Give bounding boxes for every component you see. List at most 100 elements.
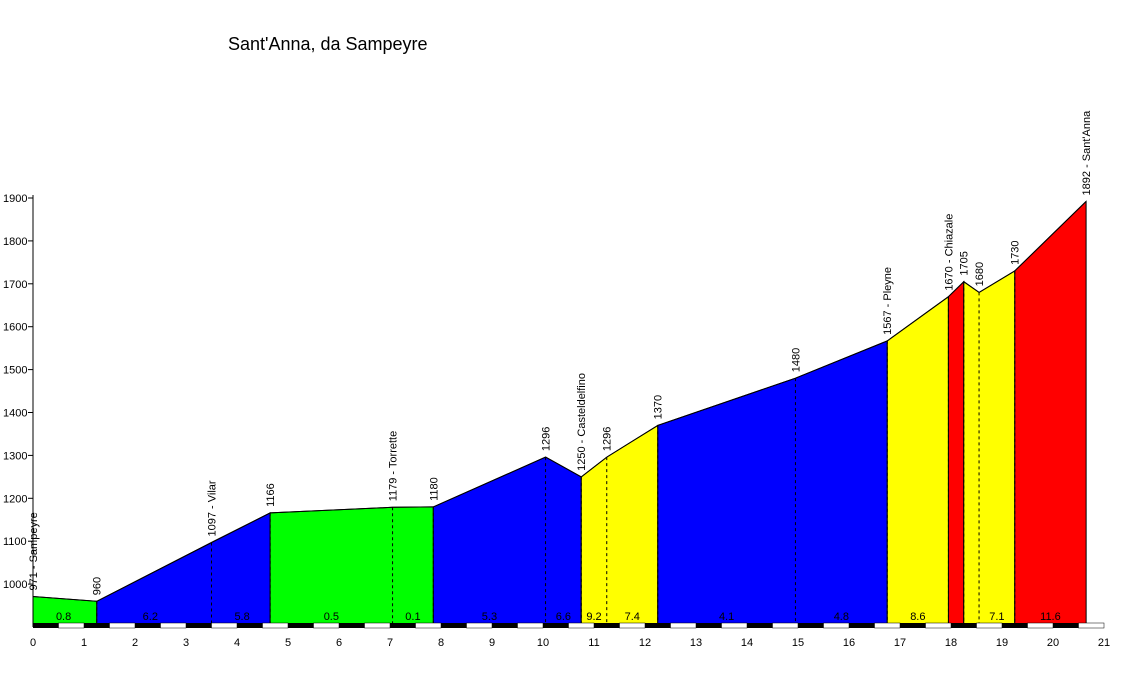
y-tick-label: 1900 [3, 193, 27, 205]
point-label: 1097 - Vilar [207, 480, 219, 536]
x-tick-label: 9 [489, 637, 495, 649]
distance-bar-black [492, 623, 518, 628]
distance-bar-black [339, 623, 365, 628]
distance-bar-black [237, 623, 263, 628]
point-label: 1180 [428, 477, 440, 501]
gradient-label: 5.3 [482, 611, 497, 623]
x-tick-label: 4 [234, 637, 240, 649]
chart-title: Sant'Anna, da Sampeyre [228, 34, 428, 54]
gradient-label: 0.8 [56, 611, 71, 623]
distance-bar-black [1002, 623, 1028, 628]
profile-fill-layer [32, 200, 1087, 626]
y-tick-label: 1300 [3, 450, 27, 462]
distance-bar-black [849, 623, 875, 628]
profile-segment-8 [963, 270, 1016, 626]
x-tick-label: 14 [741, 637, 753, 649]
point-label: 1680 [974, 262, 986, 286]
distance-bar-black [747, 623, 773, 628]
profile-segment-4 [580, 424, 659, 626]
distance-bar-black [135, 623, 161, 628]
distance-bar-white [1078, 622, 1105, 629]
gradient-label: 4.8 [834, 611, 849, 623]
distance-bar-white [262, 622, 289, 629]
distance-bar-black [84, 623, 110, 628]
distance-bar-white [874, 622, 901, 629]
x-tick-label: 6 [336, 637, 342, 649]
distance-bar-white [364, 622, 391, 629]
distance-bar-white [517, 622, 544, 629]
x-tick-label: 13 [690, 637, 702, 649]
gradient-label: 7.4 [625, 611, 640, 623]
distance-bar-black [645, 623, 671, 628]
axes-layer: 1000110012001300140015001600170018001900… [3, 193, 1110, 649]
distance-bar-white [619, 622, 646, 629]
distance-bar-black [798, 623, 824, 628]
point-label-layer: 971 - Sampeyre 960 1097 - Vilar 1166 1179 - … [28, 110, 1093, 595]
distance-bar-white [466, 622, 493, 629]
x-tick-label: 10 [537, 637, 549, 649]
point-dropline-layer [96, 270, 1016, 625]
gradient-label: 0.5 [324, 611, 339, 623]
y-tick-label: 1600 [3, 322, 27, 334]
gradient-label: 11.6 [1040, 611, 1061, 623]
x-tick-label: 15 [792, 637, 804, 649]
point-label: 1166 [265, 483, 277, 507]
distance-bar-white [211, 622, 238, 629]
x-tick-label: 19 [996, 637, 1008, 649]
point-label: 1296 [602, 427, 614, 451]
y-tick-label: 1800 [3, 236, 27, 248]
point-label: 1892 - Sant'Anna [1081, 110, 1093, 196]
gradient-label: 6.2 [143, 611, 158, 623]
distance-bar-white [109, 622, 136, 629]
distance-bar-white [925, 622, 952, 629]
x-tick-label: 8 [438, 637, 444, 649]
x-tick-label: 16 [843, 637, 855, 649]
distance-bar-white [568, 622, 595, 629]
distance-bar-white [58, 622, 85, 629]
distance-bar-black [696, 623, 722, 628]
point-label: 1705 [959, 251, 971, 275]
distance-bar-black [33, 623, 59, 628]
x-tick-label: 3 [183, 637, 189, 649]
distance-bar-white [415, 622, 442, 629]
gradient-label: 4.1 [719, 611, 734, 623]
distance-bar-black [594, 623, 620, 628]
point-label: 1296 [541, 427, 553, 451]
distance-bar-white [721, 622, 748, 629]
profile-segment-5 [657, 340, 888, 626]
point-label: 1250 - Casteldelfino [576, 373, 588, 471]
distance-bar-white [670, 622, 697, 629]
y-tick-label: 1400 [3, 408, 27, 420]
distance-bar-black [390, 623, 416, 628]
distance-bar-layer [33, 622, 1105, 629]
distance-bar-white [823, 622, 850, 629]
point-label: 1670 - Chiazale [943, 214, 955, 291]
distance-bar-black [543, 623, 569, 628]
gradient-label-layer: 0.8 6.2 5.8 0.5 0.1 5.3 6.6 9.2 7.4 4.1 4.8 8.6 7.1 1… [56, 611, 1061, 623]
y-tick-label: 1100 [3, 536, 27, 548]
distance-bar-black [900, 623, 926, 628]
x-tick-label: 5 [285, 637, 291, 649]
profile-outline [32, 201, 1087, 602]
distance-bar-black [441, 623, 467, 628]
gradient-label: 0.1 [405, 611, 420, 623]
profile-segment-3 [432, 456, 582, 626]
x-tick-label: 2 [132, 637, 138, 649]
distance-bar-black [1053, 623, 1079, 628]
x-tick-label: 18 [945, 637, 957, 649]
gradient-label: 6.6 [556, 611, 571, 623]
x-tick-label: 0 [30, 637, 36, 649]
point-label: 1179 - Torrette [388, 431, 400, 502]
distance-bar-black [186, 623, 212, 628]
gradient-label: 9.2 [586, 611, 601, 623]
gradient-label: 5.8 [234, 611, 249, 623]
y-tick-label: 1500 [3, 365, 27, 377]
profile-segment-2 [269, 506, 434, 626]
gradient-label: 8.6 [910, 611, 925, 623]
y-tick-label: 1200 [3, 493, 27, 505]
profile-segment-7 [947, 280, 965, 626]
point-label: 1480 [790, 348, 802, 372]
point-label: 1567 - Pleyne [882, 267, 894, 335]
distance-bar-white [976, 622, 1003, 629]
